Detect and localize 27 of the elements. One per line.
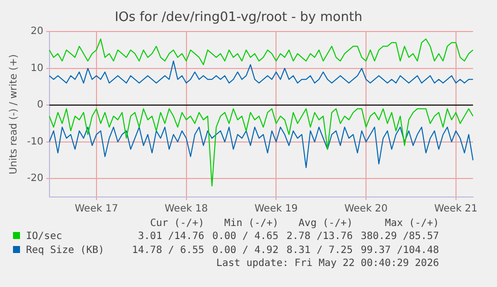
y-tick-label: 10 (30, 62, 44, 74)
text: 380.29 /85.57 (360, 230, 439, 244)
chart-title: IOs for /dev/ring01-vg/root - by month (114, 10, 362, 26)
x-tick-label: Week 19 (254, 204, 298, 215)
text: 2.78 /13.76 (285, 230, 353, 244)
y-tick-label: 20 (30, 26, 44, 38)
text: Cur (-/+) (149, 218, 204, 230)
x-tick-label: Week 20 (344, 204, 388, 215)
text: 8.31 / 7.25 (285, 244, 353, 258)
text: Min (-/+) (223, 218, 278, 230)
x-tick-label: Week 17 (74, 204, 118, 215)
text: Max (-/+) (384, 218, 439, 230)
text: Avg (-/+) (298, 218, 353, 230)
y-tick-label: -20 (26, 173, 44, 184)
y-tick-label: 0 (36, 100, 44, 111)
x-tick-label: Week 18 (164, 204, 208, 215)
text: 0.00 / 4.65 (211, 230, 278, 244)
text: 3.01 /14.76 (137, 230, 204, 244)
legend-label: Req Size (KB) (25, 244, 106, 258)
text: 0.00 / 4.92 (211, 244, 278, 258)
y-tick-label: -10 (26, 136, 44, 148)
text: 99.37 /104.48 (360, 244, 439, 258)
legend-label: IO/sec (25, 230, 64, 244)
x-tick-label: Week 21 (434, 204, 478, 215)
text: 14.78 / 6.55 (131, 244, 204, 258)
y-axis-title: Units read (-) / write (+) (8, 54, 20, 174)
text: Last update: Fri May 22 00:40:29 2026 (215, 258, 439, 270)
